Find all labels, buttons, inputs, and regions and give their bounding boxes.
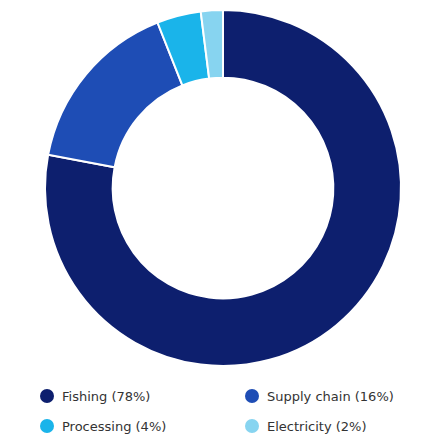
slice <box>201 10 223 79</box>
legend-item: Processing (4%) <box>40 419 166 434</box>
slices <box>45 10 401 366</box>
legend-label: Electricity (2%) <box>267 419 366 434</box>
legend-swatch <box>40 389 54 403</box>
legend-label: Fishing (78%) <box>62 389 150 404</box>
legend-label: Supply chain (16%) <box>267 389 394 404</box>
legend-swatch <box>40 419 54 433</box>
legend: Fishing (78%) Supply chain (16%) Processin… <box>40 389 394 434</box>
legend-item: Fishing (78%) <box>40 389 150 404</box>
slice <box>48 23 182 168</box>
legend-swatch <box>245 419 259 433</box>
chart: Fishing (78%) Supply chain (16%) Processin… <box>0 0 446 446</box>
slice <box>45 10 401 366</box>
legend-item: Supply chain (16%) <box>245 389 394 404</box>
legend-swatch <box>245 389 259 403</box>
legend-label: Processing (4%) <box>62 419 166 434</box>
legend-item: Electricity (2%) <box>245 419 366 434</box>
